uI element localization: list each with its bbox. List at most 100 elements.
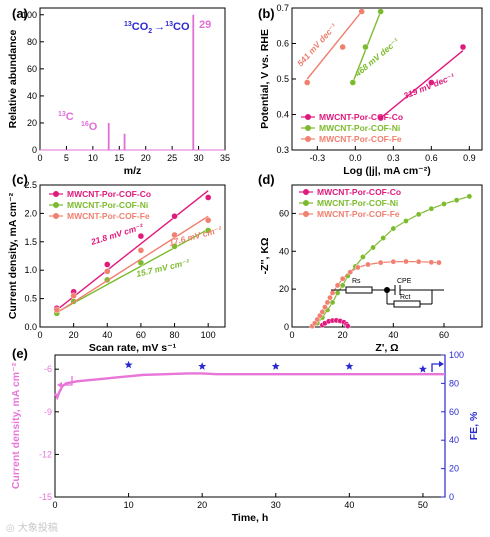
x-tick-label: 0.6 <box>425 153 438 163</box>
x-tick-label: 20 <box>197 500 207 510</box>
x-tick-label: 20 <box>141 153 151 163</box>
slope-label-fe: 541 mV dec⁻¹ <box>295 21 339 68</box>
data-point-fe <box>436 259 442 266</box>
x-tick-label: 50 <box>418 500 428 510</box>
data-point-fe <box>70 292 77 299</box>
x-tick-label: -0.3 <box>310 153 326 163</box>
x-tick-label: 10 <box>88 153 98 163</box>
x-tick-label: 40 <box>344 500 354 510</box>
data-point-co <box>428 79 435 86</box>
circuit-rs-resistor <box>345 286 373 294</box>
panel-b-marks: 319 mV dec⁻¹ MWCNT-Por-COF-Co 468 mV dec⁻¹… <box>295 8 467 144</box>
panel-b: -0.3 0.0 0.3 0.6 0.9 0.3 0.4 0.5 0.6 0.7 Log (|j|,… <box>258 3 483 177</box>
panel-e-ticks: 0 10 20 30 40 50 -6 -9 -12 -15 Time, h Current dens… <box>10 350 480 524</box>
data-point-ni <box>453 197 460 203</box>
data-point-co <box>459 43 467 51</box>
panel-a-peak-16o-text: O <box>89 121 98 133</box>
x-tick-label: 5 <box>64 153 69 163</box>
fe-star-marker <box>124 360 133 369</box>
data-point-fe <box>355 264 361 271</box>
data-point-co <box>204 194 212 201</box>
y-tick-label: 0.5 <box>24 294 37 304</box>
y2-tick-label: 20 <box>449 464 459 474</box>
panel-c-label: (c) <box>12 172 28 187</box>
data-point-fe <box>53 306 61 314</box>
x-axis-title: Scan rate, mV s⁻¹ <box>89 342 177 354</box>
slope-label-ni: 15.7 mV cm⁻² <box>135 257 191 279</box>
y-tick-label: 40 <box>27 91 37 101</box>
data-point-ni <box>390 225 397 232</box>
y2-tick-label: 40 <box>449 435 459 445</box>
y-tick-label: 2.0 <box>24 208 37 218</box>
data-point-fe <box>137 247 145 254</box>
x-tick-label: 60 <box>136 330 146 340</box>
right-axis-pointer-head <box>439 361 444 367</box>
legend-label-ni: MWCNT-Por-COF-Ni <box>317 198 398 208</box>
x-tick-label: 40 <box>388 330 398 340</box>
data-point-fe <box>104 268 111 275</box>
left-axis-pointer-head <box>57 382 62 388</box>
y-tick-label: 80 <box>27 37 37 47</box>
y-tick-label: 20 <box>279 284 289 294</box>
data-point-fe <box>319 309 326 315</box>
y-tick-label: 0.0 <box>24 322 37 332</box>
fit-line-fe <box>306 11 363 80</box>
y2-axis-title: FE, % <box>468 411 480 440</box>
slope-label-fe: 17.6 mV cm⁻² <box>168 224 224 248</box>
panel-b-label: (b) <box>258 6 275 21</box>
panel-a-peak-13c-text: C <box>66 111 74 123</box>
data-point-ni <box>339 282 346 289</box>
x-tick-label: 35 <box>220 153 230 163</box>
data-point-fe <box>334 282 341 289</box>
y-tick-label: -6 <box>44 364 52 374</box>
y-axis-title: Relative abundance <box>7 30 19 129</box>
y-tick-label: 40 <box>279 246 289 256</box>
x-axis-title: m/z <box>124 165 142 177</box>
data-point-ni <box>370 244 376 251</box>
data-point-ni <box>334 290 341 296</box>
x-tick-label: 40 <box>102 330 112 340</box>
x-tick-label: 30 <box>194 153 204 163</box>
panel-a-peak-16o-sup: 16 <box>81 121 89 128</box>
data-point-fe <box>327 294 333 301</box>
panel-c-frame <box>39 184 226 328</box>
data-point-ni <box>171 243 178 250</box>
panel-d: 0 20 40 60 0 20 40 60 Z', Ω -Z'', KΩ MWCNT-Por-CO… <box>258 172 483 354</box>
x-tick-label: 0.9 <box>463 153 476 163</box>
y-tick-label: 0 <box>284 322 289 332</box>
data-point-ni <box>441 201 447 207</box>
data-point-fe <box>428 259 435 266</box>
data-point-fe <box>304 79 311 86</box>
circuit-rct-resistor <box>393 300 421 308</box>
fit-line-co <box>380 50 464 119</box>
y-axis-title: Current density, mA cm⁻² <box>7 192 19 319</box>
panel-e-label: (e) <box>12 346 28 361</box>
y-tick-label: -15 <box>39 492 52 502</box>
data-point-fe <box>377 259 384 266</box>
data-point-ni <box>329 299 336 306</box>
data-point-fe <box>322 304 328 310</box>
panel-a-annotation-mid: CO <box>132 21 149 33</box>
panel-a-annotation-sup1: 13 <box>124 21 132 28</box>
y-tick-label: -12 <box>39 449 52 459</box>
panel-a-peak-29: 29 <box>199 19 211 31</box>
data-point-ni <box>360 254 366 260</box>
x-tick-label: 0 <box>37 330 42 340</box>
legend-label-fe: MWCNT-Por-COF-Fe <box>67 211 150 221</box>
fe-star-marker <box>271 362 280 370</box>
panel-c-ticks: 0 20 40 60 80 100 0.0 0.5 1.0 1.5 2.0 2.5 Scan rate,… <box>7 180 216 354</box>
y-tick-label: 0.4 <box>276 110 289 120</box>
y-tick-label: 0.6 <box>276 39 289 49</box>
y-tick-label: 20 <box>27 118 37 128</box>
data-point-ni <box>466 193 473 200</box>
y-axis-title: Potential, V vs. RHE <box>259 29 271 129</box>
data-point-co <box>377 114 384 122</box>
y-tick-label: 0.7 <box>276 3 289 13</box>
panel-a-peak-16o: 16O <box>81 121 98 133</box>
y-tick-label: 100 <box>22 10 37 20</box>
panel-e: 0 10 20 30 40 50 -6 -9 -12 -15 Time, h Current dens… <box>10 346 480 524</box>
right-axis-pointer-arrow <box>431 363 440 372</box>
legend-label-co: MWCNT-Por-COF-Co <box>317 187 401 197</box>
x-tick-label: 100 <box>201 330 216 340</box>
data-point-fe <box>365 261 371 268</box>
